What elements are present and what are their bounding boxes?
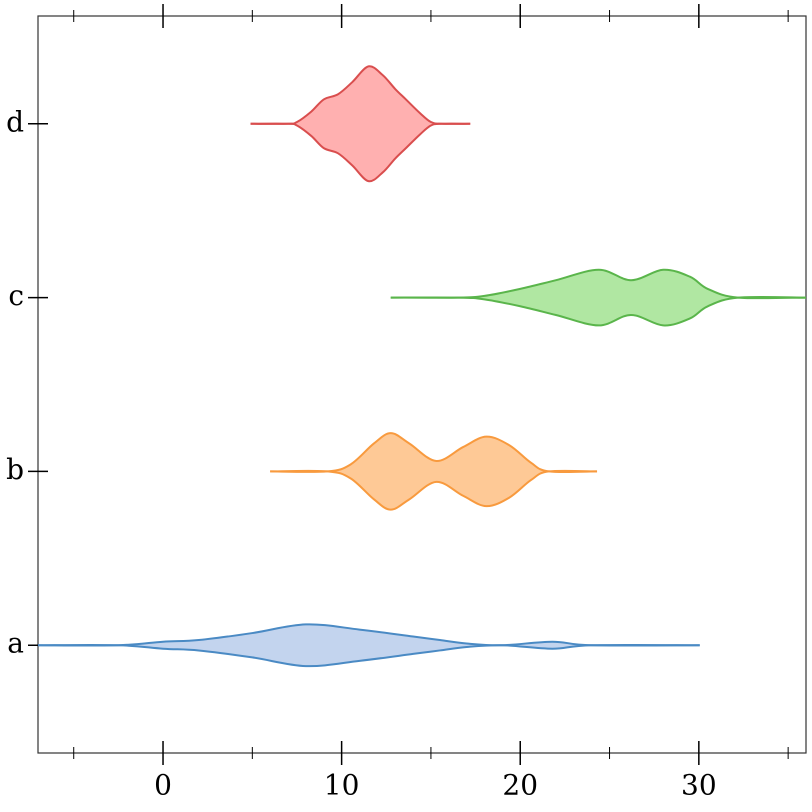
x-tick-label: 10	[324, 769, 360, 802]
violin-outline-lower	[37, 643, 700, 668]
y-tick-label: b	[6, 453, 24, 486]
violin-body	[250, 66, 471, 182]
violin-outline-lower	[270, 469, 598, 511]
violin-outline-lower	[390, 295, 807, 327]
violin-outline-lower	[250, 122, 471, 183]
y-tick-label: c	[8, 279, 24, 312]
violin-body	[270, 433, 598, 510]
plot-frame	[37, 15, 807, 754]
x-tick-label: 30	[681, 769, 717, 802]
violin-body	[38, 624, 700, 667]
x-tick-label: 20	[502, 769, 538, 802]
x-tick-label: 0	[154, 769, 172, 802]
violin-body	[390, 269, 806, 326]
violin-outline-upper	[390, 268, 807, 300]
y-tick-label: a	[7, 627, 24, 660]
violin-outline-upper	[270, 432, 598, 474]
violin-outline-upper	[250, 65, 471, 125]
violin-outline-upper	[37, 623, 700, 647]
y-tick-label: d	[6, 105, 24, 138]
